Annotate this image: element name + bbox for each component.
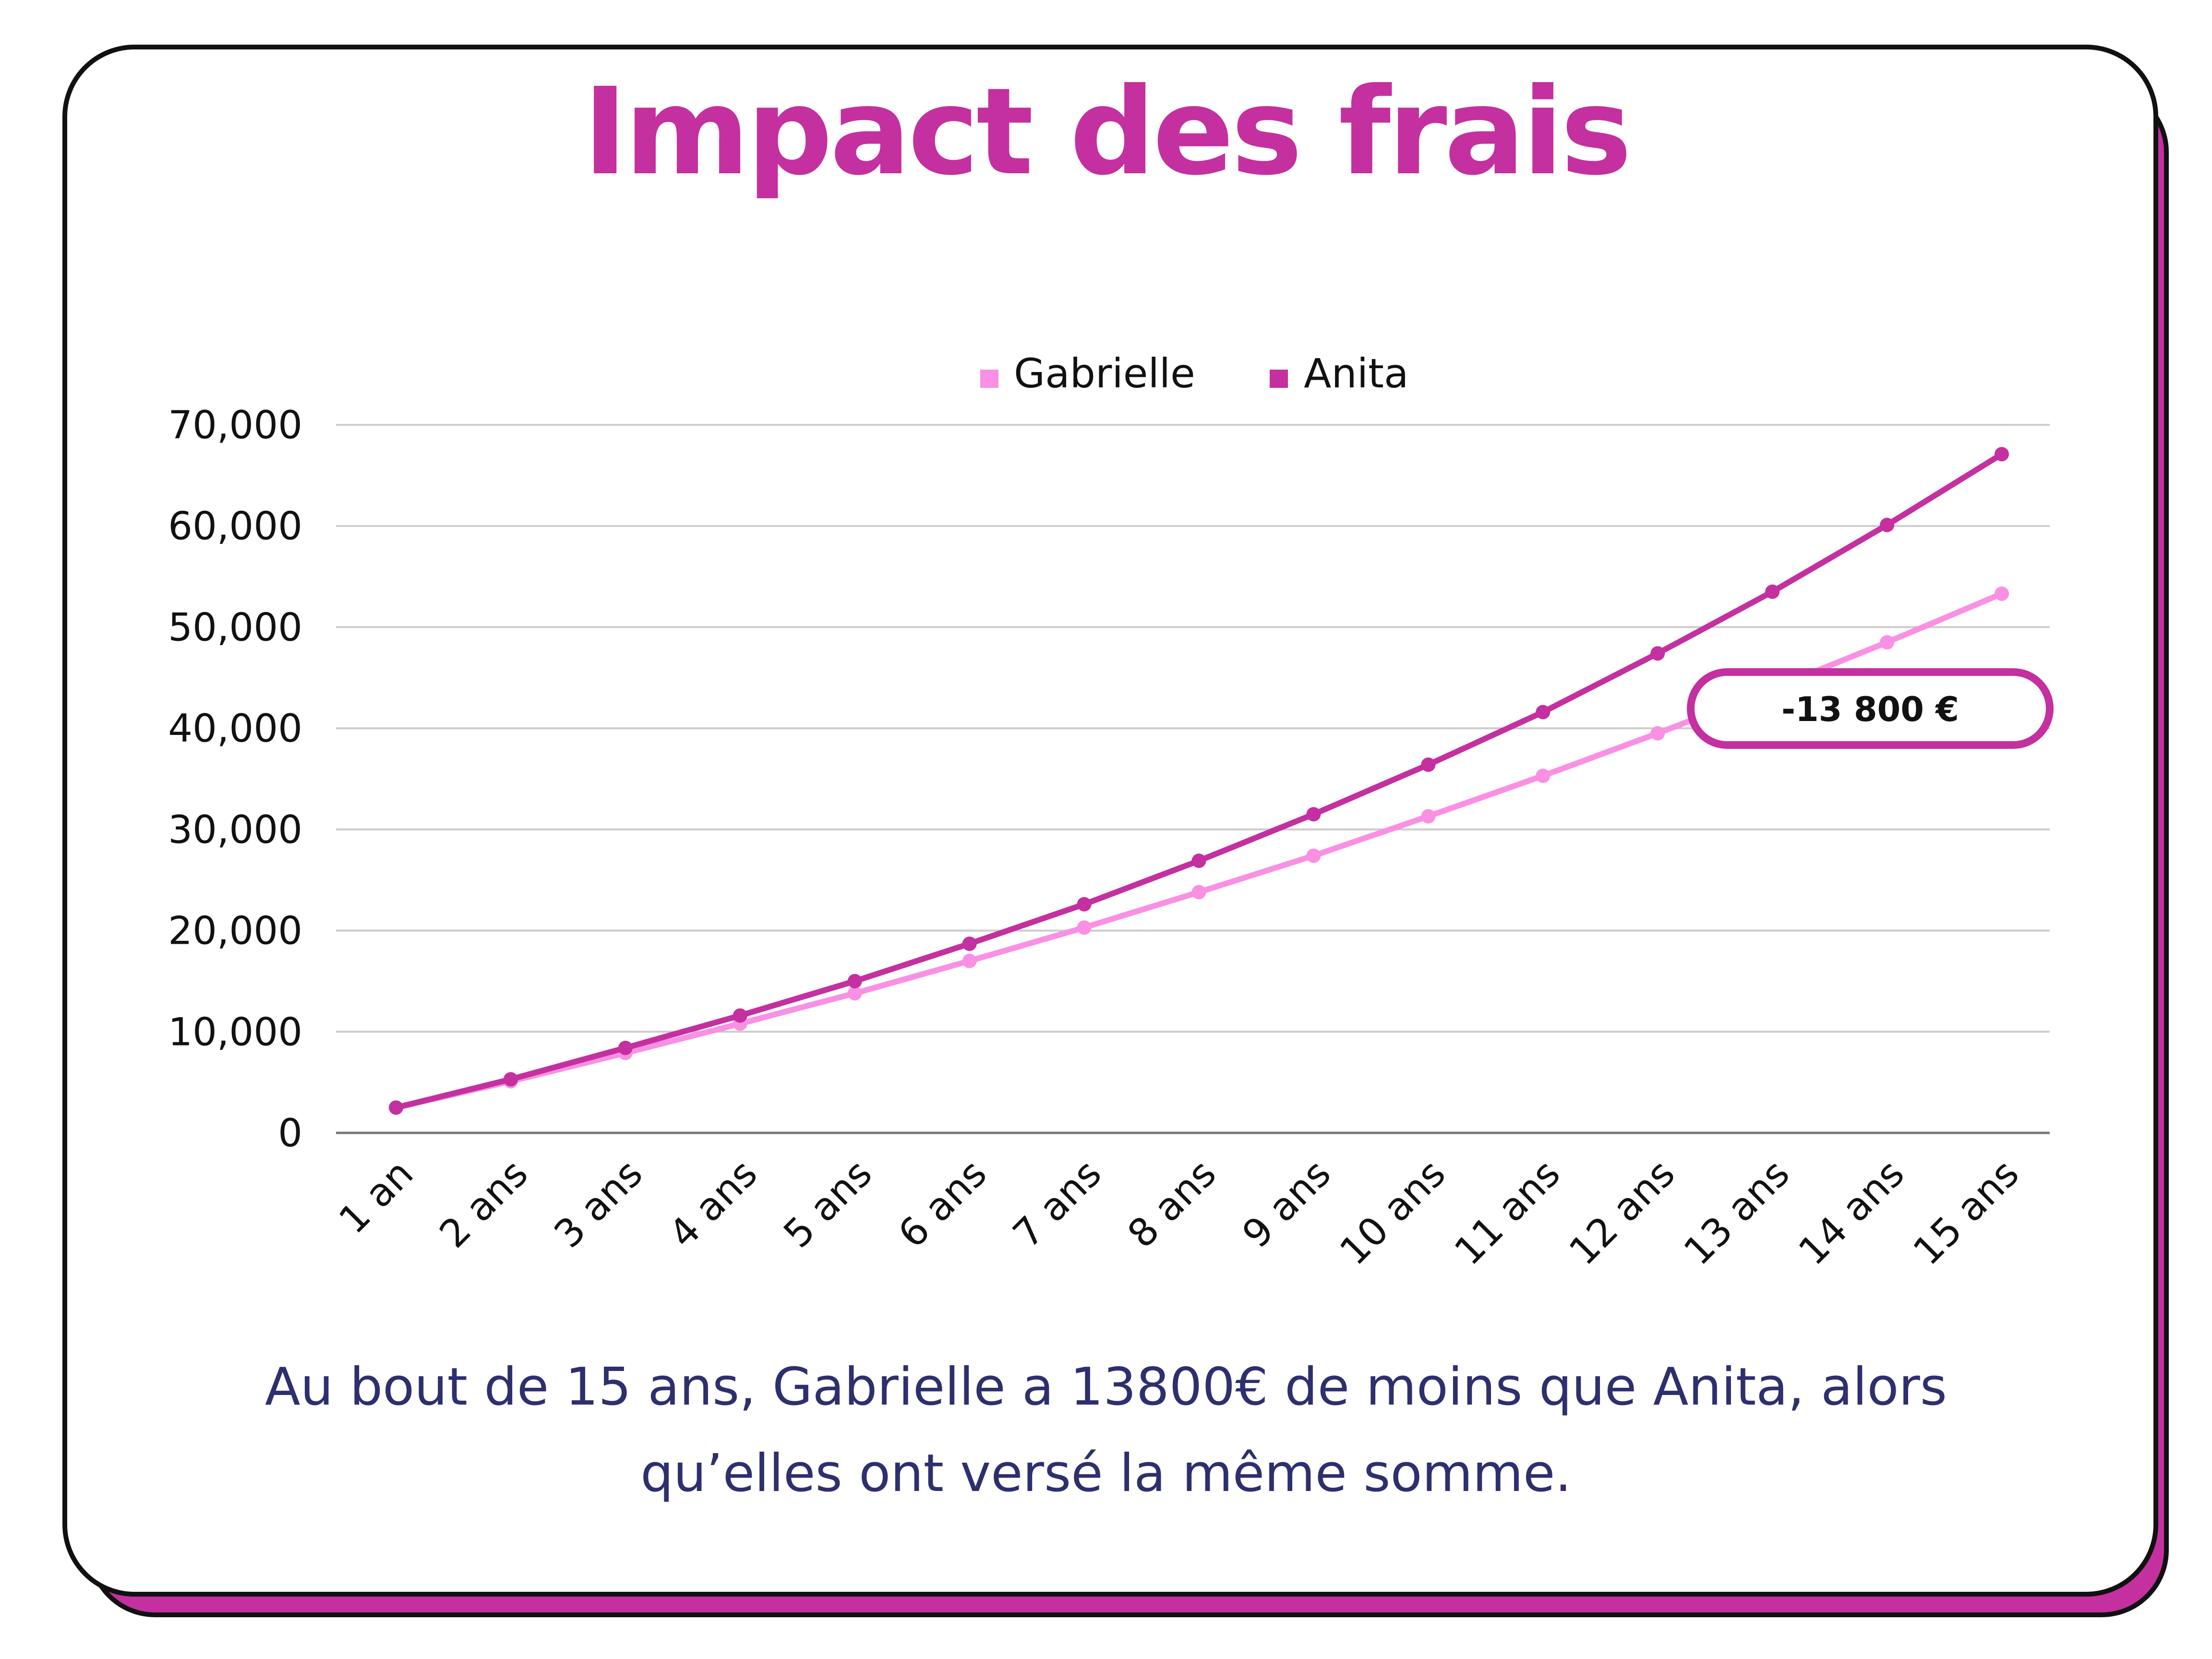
data-point-anita bbox=[1765, 584, 1780, 599]
x-tick-label: 3 ans bbox=[546, 1151, 651, 1257]
data-point-anita bbox=[618, 1041, 633, 1055]
data-point-anita bbox=[847, 974, 862, 988]
x-tick-label: 11 ans bbox=[1446, 1151, 1569, 1274]
data-point-anita bbox=[733, 1008, 747, 1023]
difference-annotation: -13 800 € bbox=[1687, 668, 2054, 749]
annotation-pill bbox=[1687, 668, 2054, 749]
x-tick-label: 7 ans bbox=[1004, 1151, 1110, 1257]
x-tick-label: 6 ans bbox=[890, 1151, 995, 1257]
data-point-anita bbox=[1995, 447, 2009, 462]
x-tick-label: 4 ans bbox=[660, 1151, 766, 1257]
data-point-anita bbox=[1650, 646, 1665, 661]
x-tick-label: 5 ans bbox=[775, 1151, 880, 1257]
data-point-anita bbox=[1536, 705, 1551, 720]
legend: Gabrielle Anita bbox=[980, 350, 1408, 397]
card bbox=[62, 45, 2158, 1597]
data-point-anita bbox=[1880, 517, 1895, 532]
x-tick-label: 2 ans bbox=[431, 1151, 537, 1257]
data-point-gabrielle bbox=[847, 986, 862, 1001]
data-point-gabrielle bbox=[1880, 635, 1895, 650]
x-tick-label: 1 an bbox=[330, 1151, 421, 1242]
y-tick-label: 10,000 bbox=[168, 1010, 302, 1054]
y-tick-label: 60,000 bbox=[168, 504, 302, 549]
series-line-anita bbox=[393, 451, 2005, 1111]
data-point-gabrielle bbox=[1191, 885, 1206, 900]
y-tick-label: 40,000 bbox=[168, 706, 302, 751]
data-point-anita bbox=[1077, 897, 1092, 912]
legend-label-gabrielle: Gabrielle bbox=[1014, 350, 1195, 397]
x-axis-ticks: 1 an 2 ans 3 ans 4 ans 5 ans 6 ans 7 ans 8 ans 9… bbox=[330, 1151, 2027, 1274]
y-tick-label: 50,000 bbox=[168, 605, 302, 649]
data-point-anita bbox=[1191, 854, 1206, 868]
series bbox=[389, 447, 2009, 1115]
y-tick-label: 70,000 bbox=[168, 403, 302, 447]
x-tick-label: 13 ans bbox=[1675, 1151, 1798, 1274]
x-tick-label: 10 ans bbox=[1331, 1151, 1454, 1274]
data-point-anita bbox=[962, 936, 977, 951]
x-tick-label: 8 ans bbox=[1119, 1151, 1225, 1257]
x-tick-label: 9 ans bbox=[1234, 1151, 1339, 1257]
legend-label-anita: Anita bbox=[1304, 350, 1408, 397]
data-point-gabrielle bbox=[1306, 848, 1321, 863]
annotation-label: -13 800 € bbox=[1781, 690, 1959, 729]
data-point-anita bbox=[503, 1072, 518, 1087]
x-tick-label: 14 ans bbox=[1790, 1151, 1913, 1274]
gridlines bbox=[336, 424, 2050, 1134]
data-point-gabrielle bbox=[1536, 769, 1551, 783]
data-point-gabrielle bbox=[1421, 809, 1436, 824]
data-point-gabrielle bbox=[1650, 726, 1665, 741]
legend-swatch-anita bbox=[1270, 370, 1288, 388]
x-tick-label: 15 ans bbox=[1905, 1151, 2028, 1274]
data-point-gabrielle bbox=[1077, 920, 1092, 935]
data-point-anita bbox=[1421, 757, 1436, 772]
legend-swatch-gabrielle bbox=[980, 370, 998, 388]
x-tick-label: 12 ans bbox=[1561, 1151, 1683, 1274]
data-point-gabrielle bbox=[1995, 586, 2009, 601]
y-axis-ticks: 0 10,000 20,000 30,000 40,000 50,000 60,000 70,… bbox=[168, 403, 302, 1155]
y-tick-label: 0 bbox=[278, 1111, 302, 1155]
caption-text: Au bout de 15 ans, Gabrielle a 13800€ de… bbox=[264, 1357, 1948, 1503]
page-title: Impact des frais bbox=[583, 62, 1632, 202]
y-tick-label: 20,000 bbox=[168, 909, 302, 953]
data-point-anita bbox=[389, 1100, 403, 1115]
data-point-anita bbox=[1306, 807, 1321, 822]
y-tick-label: 30,000 bbox=[168, 807, 302, 852]
data-point-gabrielle bbox=[962, 953, 977, 968]
